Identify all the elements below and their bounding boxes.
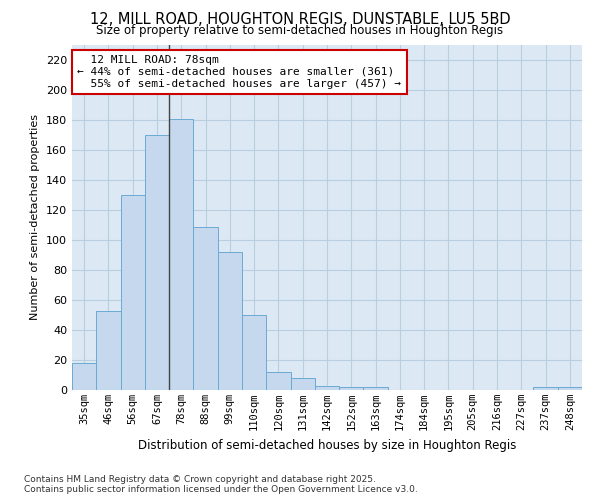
- Bar: [96, 310, 121, 390]
- X-axis label: Distribution of semi-detached houses by size in Houghton Regis: Distribution of semi-detached houses by …: [138, 438, 516, 452]
- Text: 12, MILL ROAD, HOUGHTON REGIS, DUNSTABLE, LU5 5BD: 12, MILL ROAD, HOUGHTON REGIS, DUNSTABLE…: [89, 12, 511, 28]
- Bar: [145, 135, 169, 390]
- Bar: [193, 226, 218, 390]
- Bar: [266, 372, 290, 390]
- Text: 12 MILL ROAD: 78sqm
← 44% of semi-detached houses are smaller (361)
  55% of sem: 12 MILL ROAD: 78sqm ← 44% of semi-detach…: [77, 56, 401, 88]
- Bar: [364, 387, 388, 390]
- Bar: [72, 363, 96, 390]
- Bar: [533, 387, 558, 390]
- Text: Contains HM Land Registry data © Crown copyright and database right 2025.
Contai: Contains HM Land Registry data © Crown c…: [24, 474, 418, 494]
- Bar: [315, 386, 339, 390]
- Y-axis label: Number of semi-detached properties: Number of semi-detached properties: [31, 114, 40, 320]
- Bar: [558, 387, 582, 390]
- Bar: [218, 252, 242, 390]
- Bar: [339, 387, 364, 390]
- Bar: [169, 118, 193, 390]
- Bar: [121, 195, 145, 390]
- Bar: [290, 378, 315, 390]
- Text: Size of property relative to semi-detached houses in Houghton Regis: Size of property relative to semi-detach…: [97, 24, 503, 37]
- Bar: [242, 315, 266, 390]
